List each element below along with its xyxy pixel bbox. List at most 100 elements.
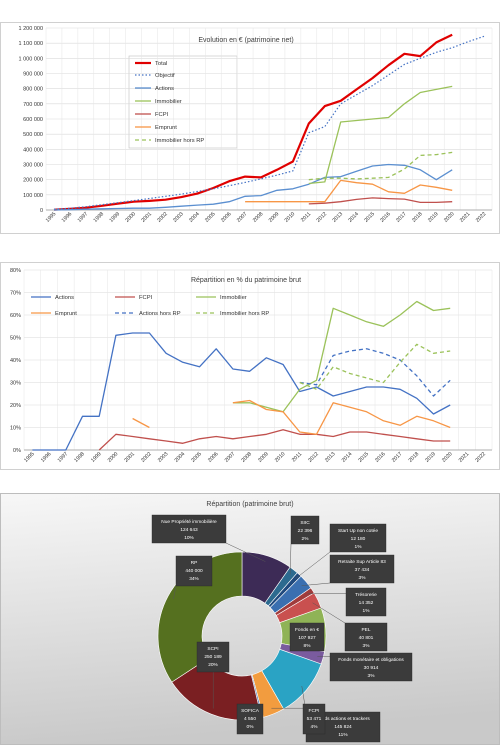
callout-label: Retraite Sup Article 83 — [338, 559, 386, 565]
callout-percent: 20% — [208, 662, 218, 668]
callout-value: 145 824 — [334, 724, 352, 730]
x-tick-label: 2012 — [316, 211, 329, 224]
x-tick-label: 2021 — [458, 451, 471, 464]
legend-label: Objectif — [155, 73, 175, 79]
callout-value: 4 550 — [244, 716, 256, 722]
chart-border — [0, 262, 500, 470]
legend-label: FCPI — [155, 112, 169, 118]
x-tick-label: 2018 — [408, 451, 421, 464]
legend-label: Emprunt — [155, 125, 177, 131]
y-tick-label: 30% — [10, 381, 21, 387]
series-line-immobilier — [232, 300, 451, 413]
y-tick-label: 900 000 — [23, 72, 43, 78]
x-tick-label: 2013 — [324, 451, 337, 464]
x-tick-label: 2000 — [107, 451, 120, 464]
x-tick-label: 2019 — [427, 211, 440, 224]
callout-percent: 1% — [363, 608, 371, 614]
callout-percent: 1% — [355, 544, 363, 550]
callout-percent: 10% — [184, 535, 194, 541]
net-worth-line-chart: 0 100 000 200 000 300 000 400 000 500 000 600 … — [0, 22, 500, 234]
callout-label: Fonds en € — [295, 627, 319, 633]
callout-label: SOFICA — [241, 708, 260, 714]
legend-label: Actions — [155, 86, 174, 92]
callout-box — [290, 515, 320, 545]
callout-label: Start Up non cotée — [338, 528, 378, 534]
x-tick-label: 2002 — [156, 211, 169, 224]
x-tick-label: 2004 — [174, 451, 187, 464]
x-tick-label: 1999 — [90, 451, 103, 464]
callout-percent: 2% — [302, 536, 310, 542]
x-tick-label: 1997 — [57, 451, 70, 464]
x-tick-label: 1996 — [40, 451, 53, 464]
y-tick-label: 700 000 — [23, 102, 43, 108]
y-tick-label: 0 — [40, 208, 43, 214]
x-tick-label: 2005 — [190, 451, 203, 464]
y-tick-label: 600 000 — [23, 117, 43, 123]
y-tick-label: 1 100 000 — [19, 41, 43, 47]
callout-leader — [173, 585, 177, 600]
series-line-emprunt — [132, 399, 451, 435]
x-tick-label: 2004 — [188, 211, 201, 224]
legend-label: FCPI — [139, 295, 153, 301]
x-tick-label: 2017 — [391, 451, 404, 464]
x-tick-label: 2010 — [284, 211, 297, 224]
series-line-fcpi — [98, 429, 451, 451]
callout-label: SCPI — [207, 646, 218, 652]
x-tick-label: 2005 — [204, 211, 217, 224]
series-line-total — [53, 33, 453, 211]
y-tick-label: 50% — [10, 336, 21, 342]
x-tick-label: 2018 — [411, 211, 424, 224]
callout-percent: 4% — [311, 724, 319, 730]
callout-label: SIIC — [300, 520, 310, 526]
series-line-actions — [53, 163, 453, 211]
legend-label: Actions hors RP — [139, 311, 181, 317]
callout-label: PEL — [361, 627, 370, 633]
x-tick-label: 2016 — [374, 451, 387, 464]
series-line-immobilier — [308, 85, 453, 185]
x-tick-label: 2001 — [123, 451, 136, 464]
x-tick-label: 2002 — [140, 451, 153, 464]
x-tick-label: 2014 — [347, 211, 360, 224]
y-tick-label: 100 000 — [23, 193, 43, 199]
callout-box — [196, 641, 230, 673]
callout-label: Fonds actions et trackers — [316, 716, 370, 722]
callout-value: 124 643 — [180, 527, 198, 533]
callout-percent: 3% — [359, 575, 367, 581]
x-tick-label: 2015 — [363, 211, 376, 224]
x-tick-label: 2020 — [441, 451, 454, 464]
x-tick-label: 2019 — [424, 451, 437, 464]
series-line-immobilier-hors-rp — [308, 151, 453, 181]
callout-label: Fonds monétaire et obligations — [338, 657, 404, 663]
x-tick-label: 2011 — [300, 211, 312, 223]
legend-label: Emprunt — [55, 311, 77, 317]
x-tick-label: 2011 — [291, 451, 303, 463]
y-tick-label: 200 000 — [23, 178, 43, 184]
y-tick-label: 400 000 — [23, 147, 43, 153]
y-tick-label: 40% — [10, 358, 21, 364]
callout-box — [329, 554, 395, 584]
x-tick-label: 2015 — [357, 451, 370, 464]
x-tick-label: 2020 — [443, 211, 456, 224]
series-line-actions — [32, 332, 451, 451]
chart-title: Répartition en % du patrimoine brut — [191, 277, 301, 284]
x-tick-label: 2016 — [379, 211, 392, 224]
callout-value: 22 396 — [298, 528, 313, 534]
y-tick-label: 0% — [13, 448, 21, 454]
x-tick-label: 2001 — [140, 211, 153, 224]
callout-percent: 3% — [368, 673, 376, 679]
callout-leader — [294, 551, 331, 580]
x-tick-label: 2017 — [395, 211, 408, 224]
x-tick-label: 1998 — [93, 211, 106, 224]
x-tick-label: 1996 — [61, 211, 74, 224]
callout-leader — [312, 602, 346, 624]
callout-box — [151, 514, 227, 544]
legend-label: Immobilier — [155, 99, 182, 105]
x-tick-label: 2021 — [459, 211, 472, 224]
callout-value: 53 471 — [307, 716, 322, 722]
x-tick-label: 2012 — [307, 451, 320, 464]
callout-box — [344, 622, 388, 652]
callout-label: Trésorerie — [355, 592, 377, 598]
x-tick-label: 2009 — [268, 211, 281, 224]
y-tick-label: 300 000 — [23, 163, 43, 169]
legend-label: Actions — [55, 295, 74, 301]
